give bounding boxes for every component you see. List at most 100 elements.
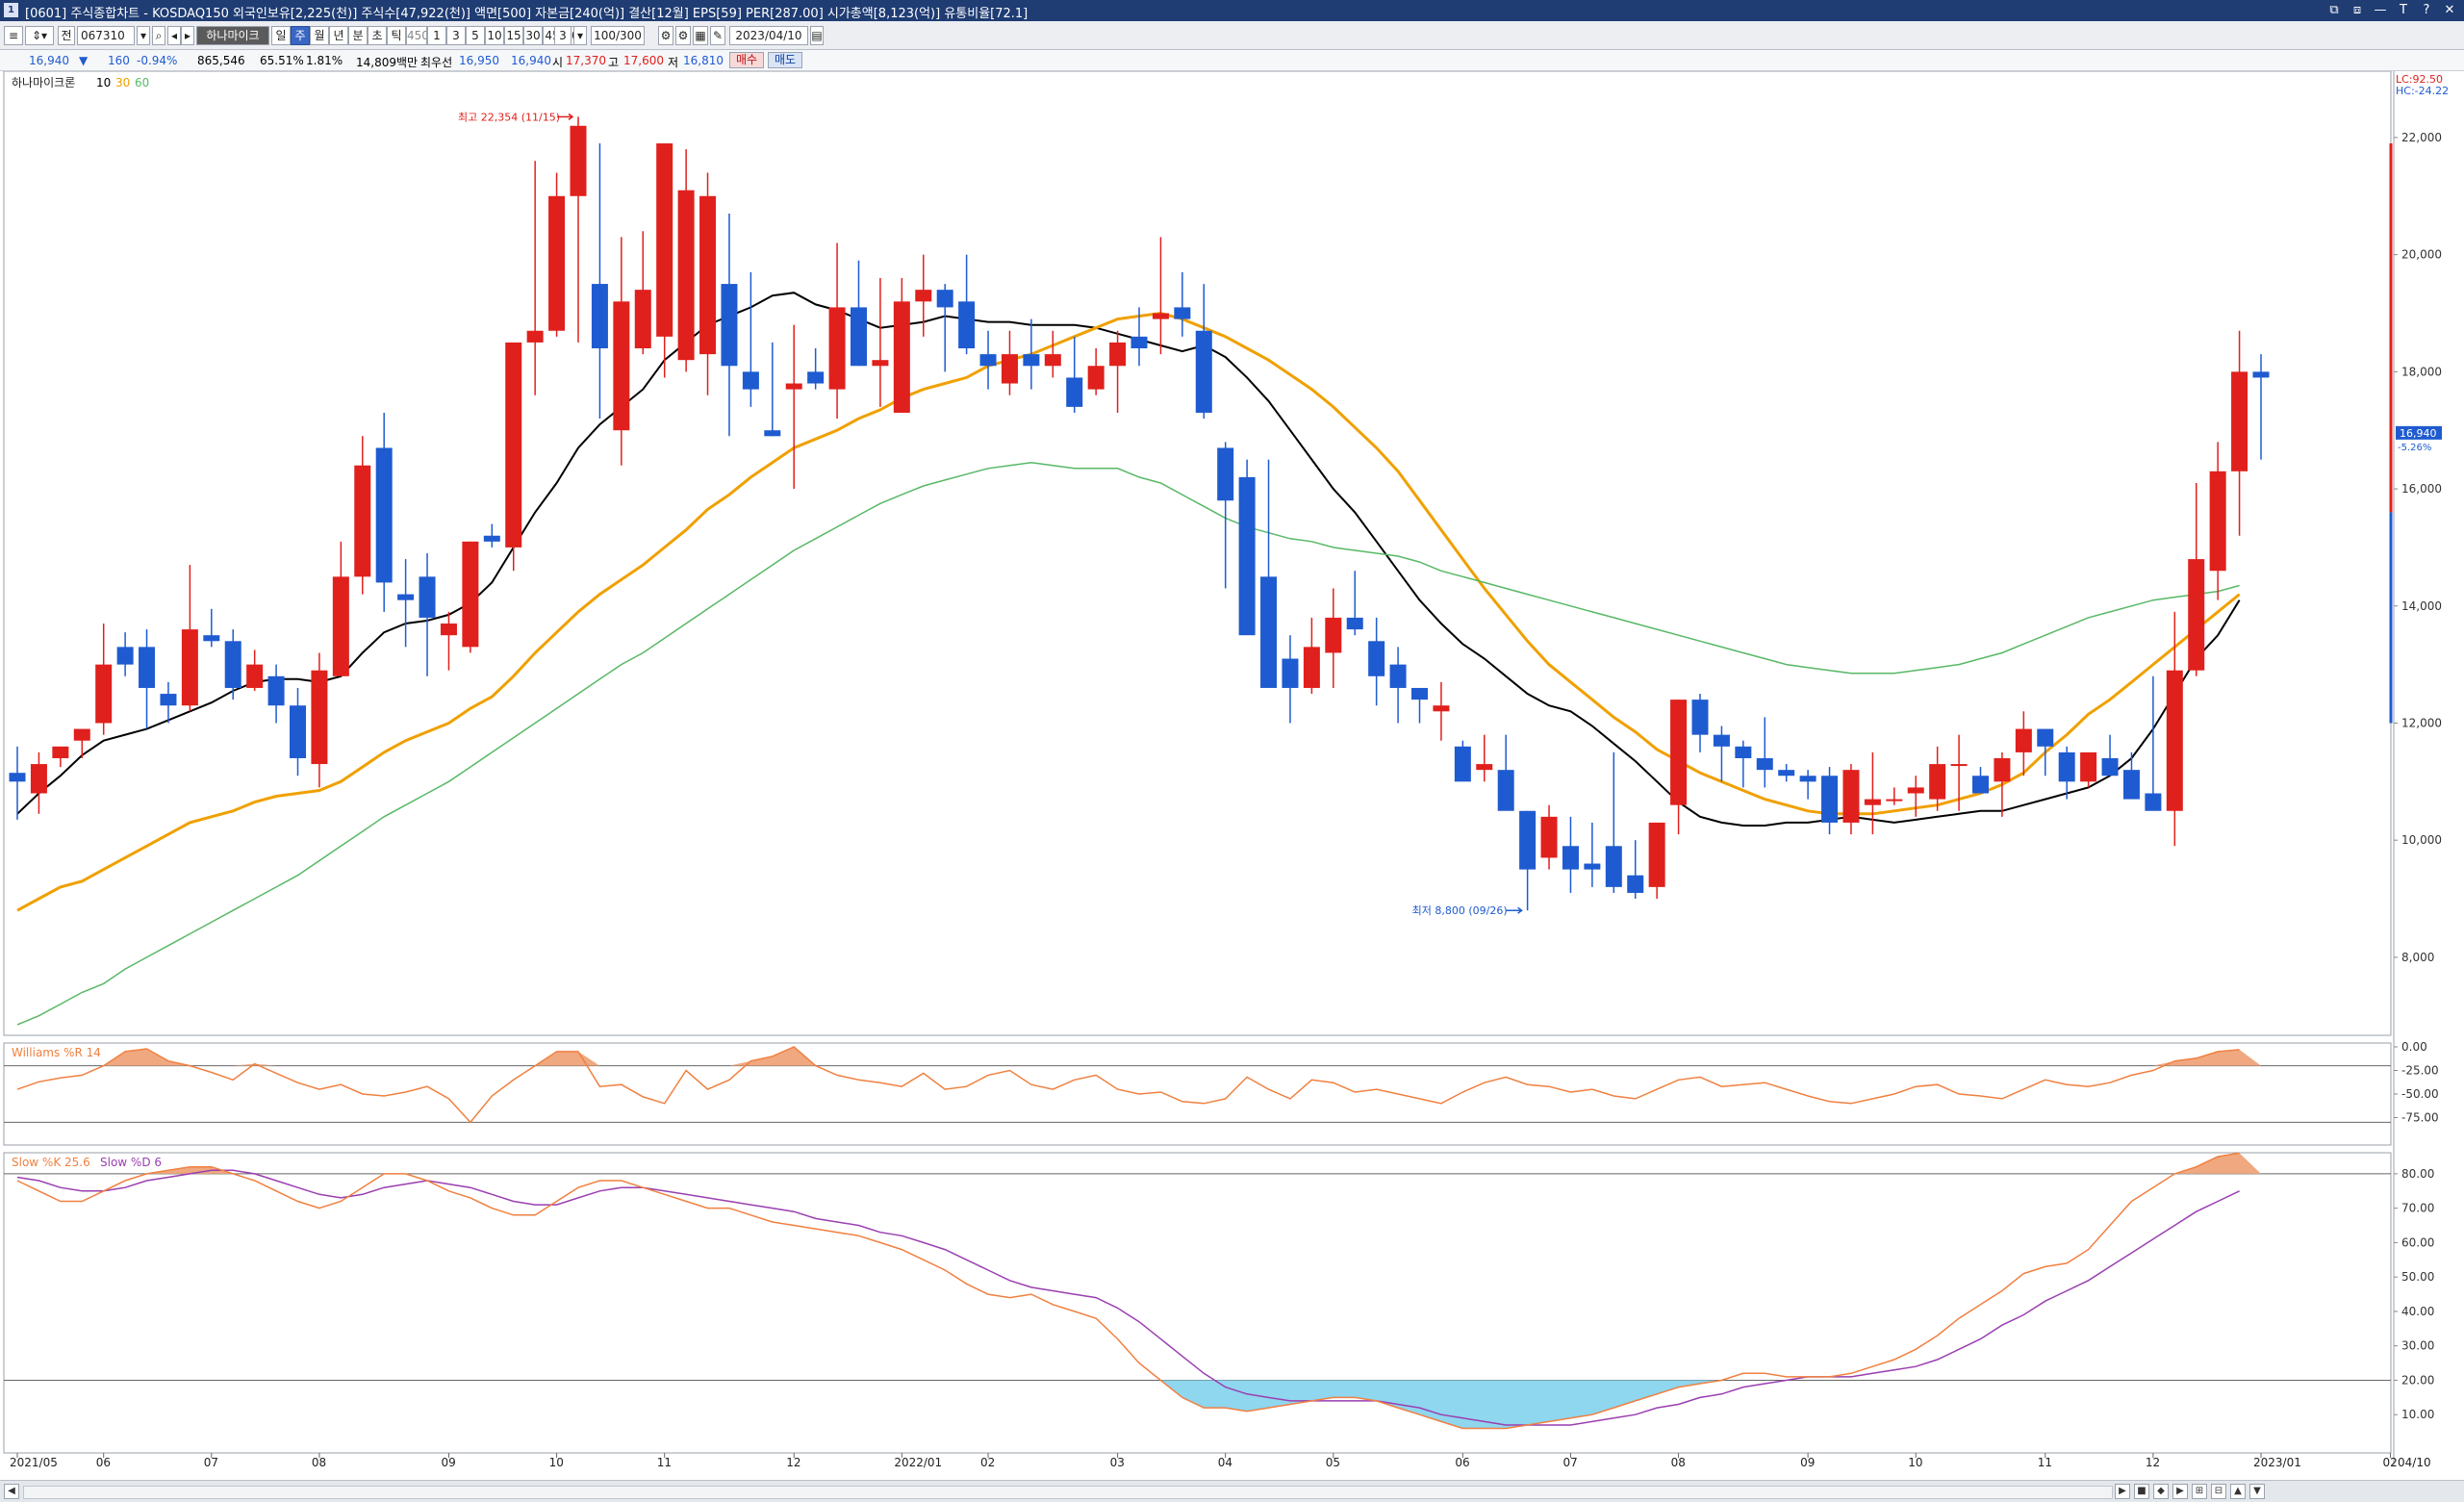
extra-dropdown-icon[interactable]: ▾ bbox=[573, 26, 587, 45]
candle bbox=[1433, 681, 1450, 741]
stock-name: 하나마이크 bbox=[196, 26, 269, 45]
count-input[interactable]: 100/300 bbox=[591, 26, 645, 45]
candle bbox=[30, 751, 47, 814]
candle-body bbox=[1217, 447, 1234, 501]
volume-ratio: 65.51% bbox=[260, 54, 304, 67]
extra-value[interactable]: 3 bbox=[554, 26, 572, 45]
navigation-bar: ◀ ▶ ■ ◆ ▶ ⊞ ⊟ ▲ ▼ bbox=[0, 1480, 2464, 1502]
candle bbox=[742, 271, 759, 407]
tools-icon[interactable]: ✎ bbox=[710, 26, 725, 45]
interval-5[interactable]: 5 bbox=[466, 26, 485, 45]
tab-second[interactable]: 초 bbox=[368, 26, 387, 45]
layout-dropdown[interactable]: ⇕▾ bbox=[25, 26, 54, 45]
candle-body bbox=[1691, 700, 1709, 735]
settings-icon[interactable]: ⚙ bbox=[658, 26, 673, 45]
interval-1[interactable]: 1 bbox=[427, 26, 446, 45]
x-tick-label: 02 bbox=[2383, 1456, 2398, 1469]
restore-icon[interactable]: ⧉ bbox=[2329, 3, 2339, 17]
zoom-in-icon[interactable]: ⊞ bbox=[2192, 1484, 2207, 1499]
play-icon[interactable]: ▶ bbox=[2172, 1484, 2188, 1499]
candle bbox=[828, 242, 846, 420]
x-tick-label: 2021/05 bbox=[10, 1456, 58, 1469]
buy-button[interactable]: 매수 bbox=[729, 52, 764, 68]
candle-body bbox=[1950, 764, 1968, 767]
x-tick-label: 11 bbox=[2038, 1456, 2052, 1469]
interval-30[interactable]: 30 bbox=[523, 26, 543, 45]
stock-code-input[interactable]: 067310 bbox=[77, 26, 135, 45]
candle-body bbox=[2145, 793, 2162, 811]
search-icon[interactable]: ⌕ bbox=[152, 26, 165, 45]
date-input[interactable]: 2023/04/10 bbox=[729, 26, 808, 45]
tab-week[interactable]: 주 bbox=[291, 26, 310, 45]
up-icon[interactable]: ▲ bbox=[2230, 1484, 2246, 1499]
chart-area[interactable]: 8,000 10,000 12,000 14,000 16,000 18,000 20,00… bbox=[0, 71, 2464, 1480]
stop-icon[interactable]: ■ bbox=[2134, 1484, 2149, 1499]
candle-body bbox=[1756, 757, 1773, 771]
panel-frame-3 bbox=[3, 1152, 2392, 1454]
candle-body bbox=[1864, 799, 1881, 805]
williams-line bbox=[16, 1046, 2240, 1124]
candle-body bbox=[375, 447, 393, 583]
candle bbox=[1087, 348, 1105, 395]
candle bbox=[462, 541, 479, 653]
candle bbox=[1886, 787, 1903, 805]
tile-icon[interactable]: ⧈ bbox=[2352, 3, 2362, 17]
close-icon[interactable]: ✕ bbox=[2444, 3, 2455, 17]
down-icon[interactable]: ▼ bbox=[2249, 1484, 2265, 1499]
interval-450[interactable]: 450 bbox=[406, 26, 427, 45]
candle bbox=[785, 324, 802, 490]
next-icon[interactable]: ▸ bbox=[181, 26, 194, 45]
candle bbox=[721, 214, 738, 437]
candle-body bbox=[2101, 757, 2119, 776]
candle bbox=[1066, 336, 1083, 413]
candle-body bbox=[1325, 617, 1342, 653]
scroll-left-icon[interactable]: ◀ bbox=[4, 1484, 19, 1499]
legend-slowk: Slow %K 25.6 bbox=[12, 1156, 90, 1169]
zoom-out-icon[interactable]: ⊟ bbox=[2211, 1484, 2226, 1499]
candle bbox=[2058, 746, 2075, 800]
panel-frame-2 bbox=[3, 1042, 2392, 1146]
price-tick-label: 16,000 bbox=[2401, 482, 2442, 496]
candle bbox=[1778, 764, 1795, 782]
candle bbox=[656, 143, 673, 378]
tab-month[interactable]: 월 bbox=[310, 26, 329, 45]
calendar-icon[interactable]: ▤ bbox=[810, 26, 824, 45]
tab-day[interactable]: 일 bbox=[271, 26, 291, 45]
interval-15[interactable]: 15 bbox=[504, 26, 523, 45]
help-icon[interactable]: ? bbox=[2423, 3, 2430, 17]
candle-body bbox=[2058, 751, 2075, 782]
tab-tick[interactable]: 틱 bbox=[387, 26, 406, 45]
menu-icon[interactable]: ≡ bbox=[4, 26, 23, 45]
candle-body bbox=[1411, 687, 1428, 700]
ma30-line bbox=[16, 311, 2241, 912]
candle-body bbox=[267, 675, 285, 706]
candle bbox=[2209, 442, 2226, 600]
interval-3[interactable]: 3 bbox=[446, 26, 466, 45]
candle bbox=[440, 611, 457, 671]
interval-10[interactable]: 10 bbox=[485, 26, 504, 45]
tab-minute[interactable]: 분 bbox=[348, 26, 368, 45]
scroll-track[interactable] bbox=[23, 1486, 2113, 1499]
gear-icon[interactable]: ⚙ bbox=[675, 26, 691, 45]
high-annotation: 최고 22,354 (11/15) bbox=[458, 111, 560, 123]
candle bbox=[1476, 734, 1493, 782]
marker-icon[interactable]: ◆ bbox=[2153, 1484, 2169, 1499]
code-prefix[interactable]: 전 bbox=[58, 26, 75, 45]
window-title: [0601] 주식종합차트 - KOSDAQ150 외국인보유[2,225(천)… bbox=[25, 7, 1029, 21]
candle bbox=[1950, 734, 1968, 811]
code-dropdown-icon[interactable]: ▾ bbox=[137, 26, 150, 45]
minimize-icon[interactable]: — bbox=[2374, 3, 2387, 17]
x-tick-label: 10 bbox=[549, 1456, 564, 1469]
candle bbox=[1174, 271, 1191, 337]
scroll-right-icon[interactable]: ▶ bbox=[2115, 1484, 2130, 1499]
x-tick-label: 11 bbox=[657, 1456, 672, 1469]
prev-icon[interactable]: ◂ bbox=[167, 26, 181, 45]
sell-button[interactable]: 매도 bbox=[768, 52, 802, 68]
info-bar: 16,940 ▼ 160 -0.94% 865,546 65.51% 1.81%… bbox=[0, 50, 2464, 71]
candle-body bbox=[1454, 746, 1471, 782]
tab-year[interactable]: 년 bbox=[329, 26, 348, 45]
chart-icon[interactable]: ▦ bbox=[693, 26, 708, 45]
font-icon[interactable]: T bbox=[2400, 3, 2407, 17]
candle-body bbox=[1130, 336, 1148, 349]
candle bbox=[1519, 810, 1537, 911]
